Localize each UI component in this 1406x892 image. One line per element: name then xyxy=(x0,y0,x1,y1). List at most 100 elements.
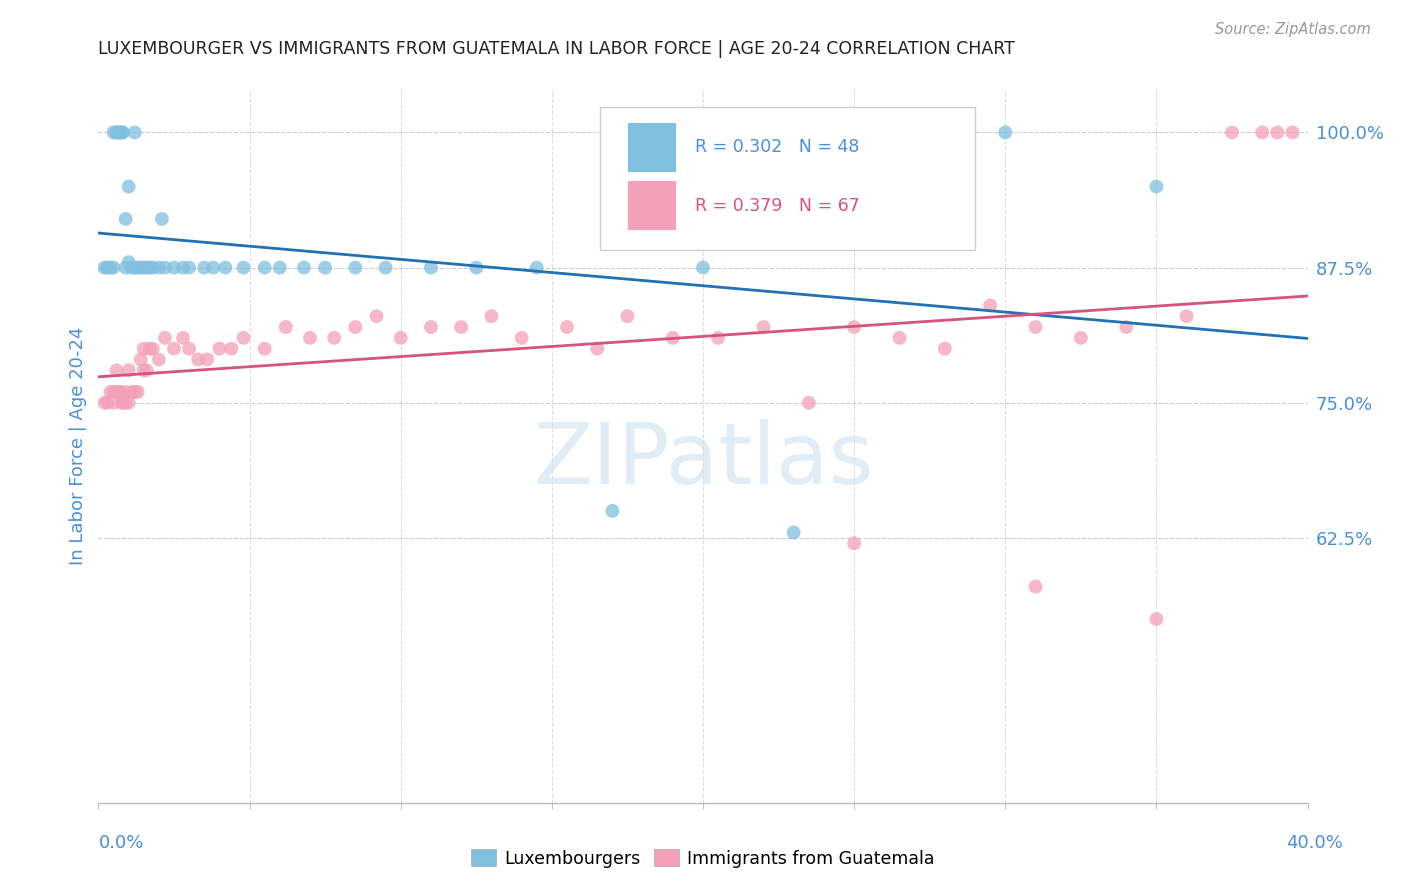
Point xyxy=(111,396,134,410)
Point xyxy=(114,260,136,275)
Point xyxy=(179,260,201,275)
Point xyxy=(586,342,609,356)
Point xyxy=(844,536,866,550)
Point xyxy=(934,342,956,356)
Point xyxy=(142,260,165,275)
Point xyxy=(232,331,254,345)
Point xyxy=(420,260,443,275)
Point xyxy=(172,331,194,345)
Point xyxy=(172,260,194,275)
Point xyxy=(153,331,176,345)
Point xyxy=(662,331,685,345)
Point xyxy=(148,352,170,367)
Point xyxy=(129,260,152,275)
Point xyxy=(979,298,1001,312)
Point xyxy=(93,396,115,410)
Point xyxy=(132,260,155,275)
Point xyxy=(1251,125,1274,139)
Text: LUXEMBOURGER VS IMMIGRANTS FROM GUATEMALA IN LABOR FORCE | AGE 20-24 CORRELATION: LUXEMBOURGER VS IMMIGRANTS FROM GUATEMAL… xyxy=(98,40,1015,58)
Point xyxy=(108,384,131,399)
Point xyxy=(1115,320,1137,334)
Point xyxy=(124,125,146,139)
Text: R = 0.302   N = 48: R = 0.302 N = 48 xyxy=(695,138,859,156)
Point xyxy=(555,320,578,334)
Point xyxy=(100,384,122,399)
Point xyxy=(103,260,125,275)
Point xyxy=(108,125,131,139)
Point xyxy=(889,331,911,345)
Y-axis label: In Labor Force | Age 20-24: In Labor Force | Age 20-24 xyxy=(69,326,87,566)
Point xyxy=(187,352,209,367)
Point xyxy=(1144,612,1167,626)
Point xyxy=(465,260,488,275)
Point xyxy=(118,179,141,194)
Point xyxy=(150,211,173,226)
Point xyxy=(1175,310,1198,324)
FancyBboxPatch shape xyxy=(628,123,676,171)
Point xyxy=(93,260,115,275)
Point xyxy=(111,396,134,410)
Text: ZIPatlas: ZIPatlas xyxy=(533,418,873,502)
Point xyxy=(121,260,143,275)
FancyBboxPatch shape xyxy=(600,107,976,250)
Point xyxy=(1144,179,1167,194)
Point xyxy=(105,125,128,139)
Point xyxy=(1024,580,1046,594)
Point xyxy=(124,384,146,399)
Point xyxy=(253,342,276,356)
Point xyxy=(602,504,624,518)
Point xyxy=(420,320,443,334)
Point xyxy=(132,363,155,377)
Point xyxy=(195,352,218,367)
Point xyxy=(103,125,125,139)
Point xyxy=(292,260,315,275)
Point xyxy=(108,125,131,139)
Point xyxy=(374,260,396,275)
Point xyxy=(323,331,346,345)
Point xyxy=(214,260,236,275)
Point xyxy=(526,260,548,275)
Point xyxy=(132,342,155,356)
Point xyxy=(118,396,141,410)
Point xyxy=(118,255,141,269)
Point xyxy=(111,125,134,139)
Point xyxy=(389,331,412,345)
Point xyxy=(139,260,162,275)
Point xyxy=(193,260,215,275)
Point xyxy=(1281,125,1303,139)
Point xyxy=(232,260,254,275)
Point xyxy=(797,396,820,410)
Point xyxy=(299,331,322,345)
Point xyxy=(114,211,136,226)
Point xyxy=(1070,331,1092,345)
Point xyxy=(274,320,297,334)
Point xyxy=(96,260,118,275)
Point xyxy=(127,384,149,399)
Point xyxy=(142,342,165,356)
Point xyxy=(269,260,291,275)
Point xyxy=(118,363,141,377)
Legend: Luxembourgers, Immigrants from Guatemala: Luxembourgers, Immigrants from Guatemala xyxy=(463,840,943,876)
FancyBboxPatch shape xyxy=(628,181,676,230)
Point xyxy=(344,320,367,334)
Point xyxy=(314,260,336,275)
Point xyxy=(100,260,122,275)
Text: R = 0.379   N = 67: R = 0.379 N = 67 xyxy=(695,196,859,215)
Point xyxy=(153,260,176,275)
Text: 40.0%: 40.0% xyxy=(1286,834,1343,852)
Point xyxy=(1267,125,1289,139)
Point xyxy=(1024,320,1046,334)
Point xyxy=(221,342,243,356)
Point xyxy=(105,384,128,399)
Point xyxy=(135,260,157,275)
Point xyxy=(344,260,367,275)
Point xyxy=(994,125,1017,139)
Point xyxy=(481,310,503,324)
Point xyxy=(103,396,125,410)
Point xyxy=(96,396,118,410)
Text: 0.0%: 0.0% xyxy=(98,834,143,852)
Point xyxy=(121,384,143,399)
Point xyxy=(139,342,162,356)
Point xyxy=(111,125,134,139)
Point xyxy=(844,320,866,334)
